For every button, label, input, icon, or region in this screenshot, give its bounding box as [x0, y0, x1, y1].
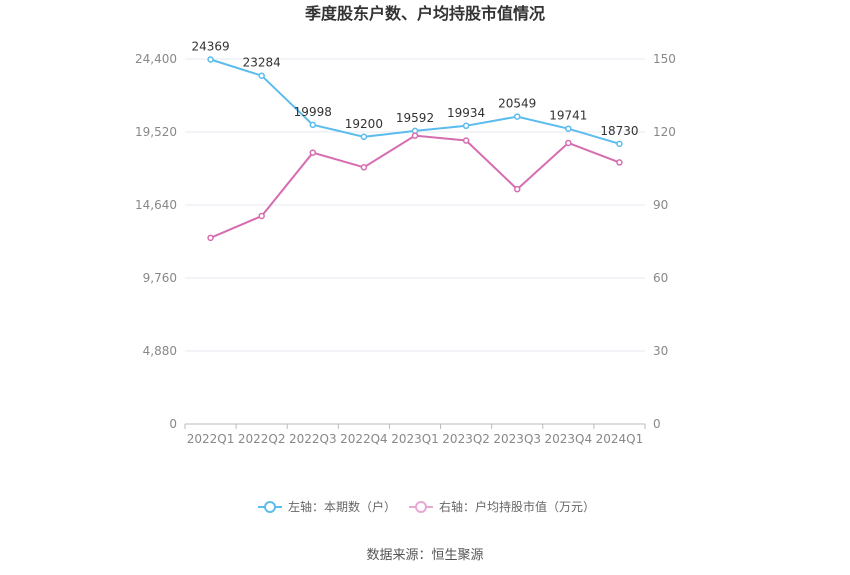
data-label: 24369	[191, 39, 229, 53]
x-tick-label: 2023Q3	[493, 432, 541, 446]
data-point-left	[513, 113, 521, 120]
y-right-tick-label: 90	[653, 198, 668, 212]
grid	[185, 58, 645, 352]
y-left-tick-label: 24,400	[135, 52, 177, 66]
data-point-left	[565, 125, 572, 132]
y-right-tick-label: 0	[653, 417, 661, 431]
legend-label-right: 右轴：户均持股市值（万元）	[439, 499, 595, 514]
axes: 0 0 4,880 30 9,760 60 14,640 90 19,520 120 24,400 1…	[135, 52, 676, 446]
data-label: 19200	[345, 117, 383, 131]
data-point-left	[207, 56, 214, 63]
x-tick-label: 2022Q3	[289, 432, 337, 446]
x-tick-label: 2022Q2	[238, 432, 286, 446]
legend-label-left: 左轴：本期数（户）	[288, 499, 396, 514]
y-left-tick-label: 9,760	[143, 271, 177, 285]
x-tick-label: 2023Q2	[442, 432, 490, 446]
data-point-right	[513, 185, 521, 193]
data-label: 19998	[294, 105, 332, 119]
series-line-right	[210, 134, 620, 239]
y-left-tick-label: 4,880	[143, 344, 177, 358]
x-tick-label: 2024Q1	[596, 432, 644, 446]
y-right-tick-label: 120	[653, 125, 676, 139]
data-label: 19934	[447, 106, 485, 120]
data-label: 20549	[498, 97, 536, 111]
y-right-tick-label: 150	[653, 52, 676, 66]
data-point-left	[360, 133, 368, 141]
data-label: 23284	[243, 56, 281, 70]
data-label: 18730	[600, 124, 638, 138]
data-label: 19592	[396, 111, 434, 125]
data-point-right	[565, 139, 572, 147]
data-point-left	[616, 140, 623, 148]
legend-item-right[interactable]: 右轴：户均持股市值（万元）	[409, 499, 595, 514]
data-point-left	[462, 122, 470, 130]
legend-item-left[interactable]: 左轴：本期数（户）	[258, 499, 396, 514]
source-note: 数据来源：恒生聚源	[366, 548, 483, 563]
y-left-tick-label: 14,640	[135, 198, 177, 212]
data-point-right	[258, 212, 265, 220]
x-tick-label: 2023Q1	[391, 432, 439, 446]
data-point-right	[462, 137, 470, 144]
y-right-tick-label: 30	[653, 344, 668, 358]
y-left-tick-label: 0	[169, 417, 177, 431]
data-point-left	[309, 121, 317, 129]
chart-title: 季度股东户数、户均持股市值情况	[304, 4, 545, 23]
x-tick-label: 2022Q1	[187, 432, 235, 446]
x-tick-label: 2023Q4	[545, 432, 593, 446]
y-left-tick-label: 19,520	[135, 125, 177, 139]
data-point-right	[360, 164, 368, 171]
data-point-left	[258, 72, 265, 79]
data-label: 19741	[549, 109, 587, 123]
y-right-tick-label: 60	[653, 271, 668, 285]
legend[interactable]: 左轴：本期数（户） 右轴：户均持股市值（万元）	[258, 499, 595, 514]
series-layer: 24369 23284 19998 19200 19592 19934 20549 19741…	[191, 39, 639, 242]
x-tick-label: 2022Q4	[340, 432, 388, 446]
data-point-right	[411, 132, 419, 139]
data-point-right	[309, 149, 317, 156]
data-point-right	[207, 234, 214, 242]
data-point-right	[616, 159, 623, 166]
